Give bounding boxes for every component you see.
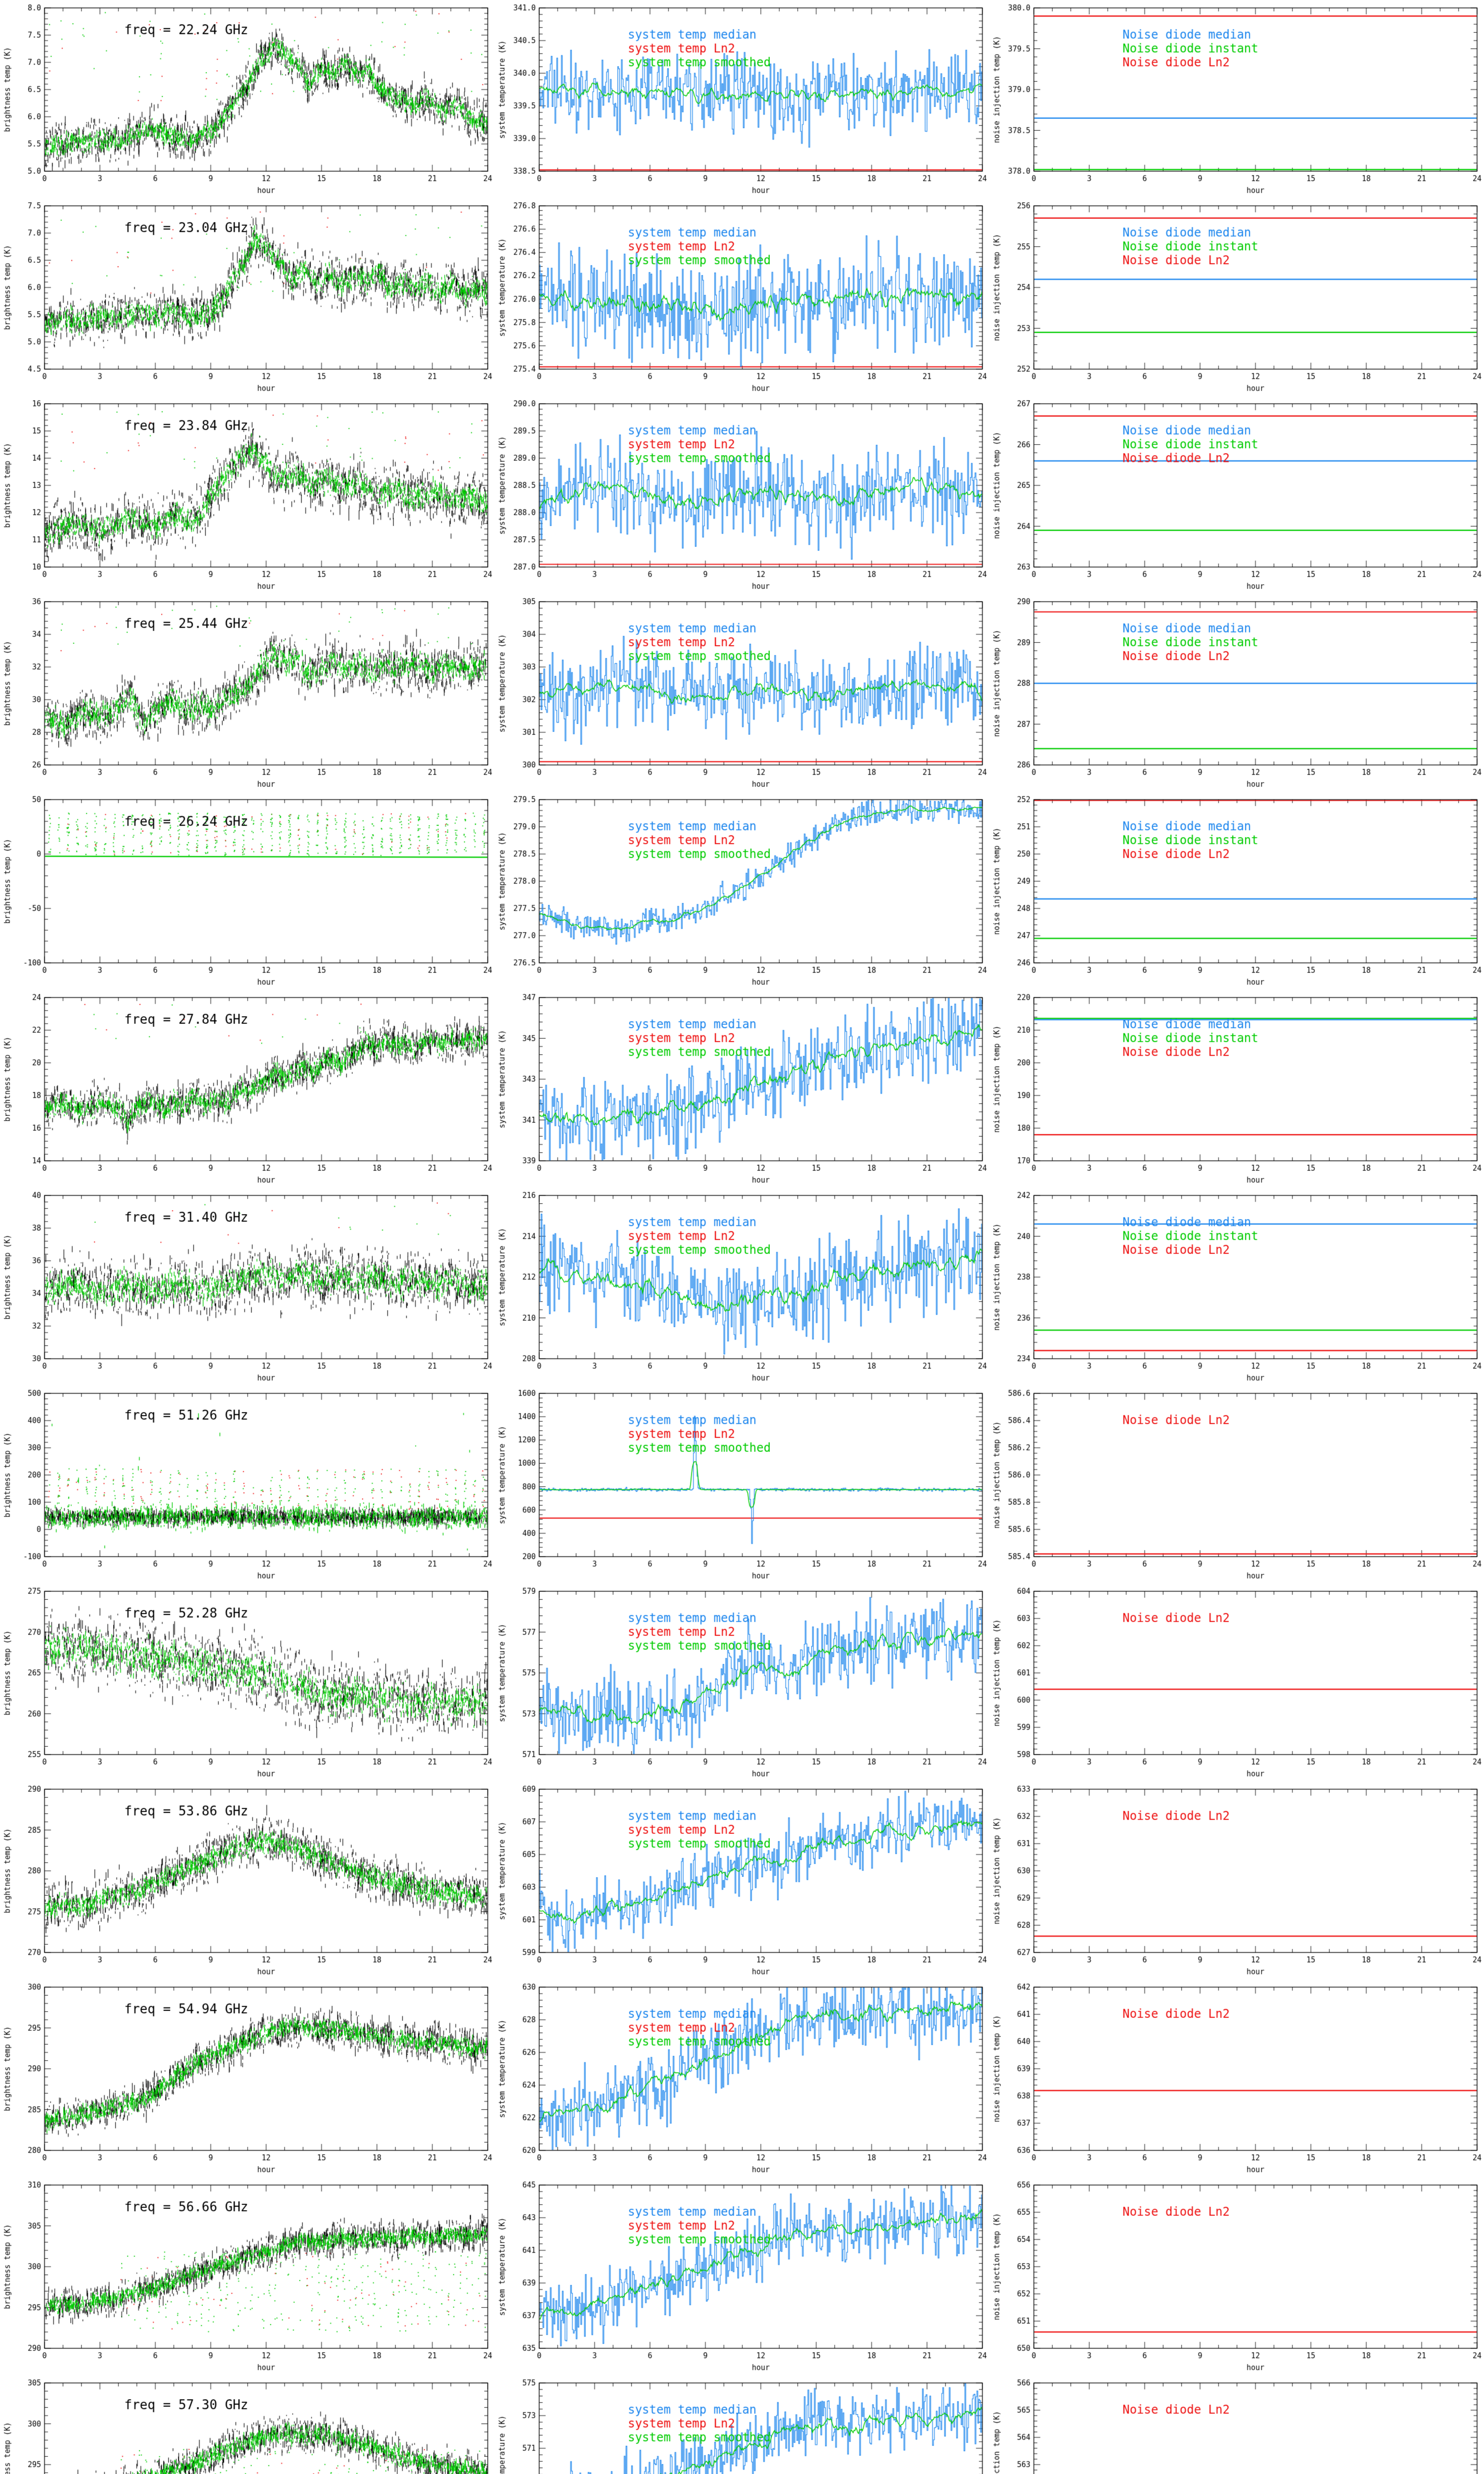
system-temp-plot-56.66GHz <box>495 2177 989 2375</box>
system-temp-plot-panel-23.84GHz <box>495 396 989 594</box>
noise-diode-plot-51.26GHz <box>989 1385 1484 1583</box>
noise-diode-plot-31.40GHz <box>989 1188 1484 1385</box>
system-temp-plot-26.24GHz <box>495 792 989 990</box>
noise-diode-plot-23.04GHz <box>989 198 1484 396</box>
system-temp-plot-panel-23.04GHz <box>495 198 989 396</box>
system-temp-plot-panel-54.94GHz <box>495 1979 989 2177</box>
plot-row-23.04GHz <box>0 198 1484 396</box>
system-temp-plot-53.86GHz <box>495 1781 989 1979</box>
system-temp-plot-23.04GHz <box>495 198 989 396</box>
plot-row-57.30GHz <box>0 2375 1484 2474</box>
system-temp-plot-panel-31.40GHz <box>495 1188 989 1385</box>
noise-diode-plot-panel-52.28GHz <box>989 1583 1484 1781</box>
brightness-temp-plot-panel-54.94GHz <box>0 1979 495 2177</box>
noise-diode-plot-panel-23.04GHz <box>989 198 1484 396</box>
brightness-temp-plot-panel-51.26GHz <box>0 1385 495 1583</box>
system-temp-plot-panel-51.26GHz <box>495 1385 989 1583</box>
noise-diode-plot-52.28GHz <box>989 1583 1484 1781</box>
system-temp-plot-23.84GHz <box>495 396 989 594</box>
system-temp-plot-panel-25.44GHz <box>495 594 989 792</box>
noise-diode-plot-panel-54.94GHz <box>989 1979 1484 2177</box>
noise-diode-plot-54.94GHz <box>989 1979 1484 2177</box>
noise-diode-plot-57.30GHz <box>989 2375 1484 2474</box>
brightness-temp-plot-panel-25.44GHz <box>0 594 495 792</box>
plot-row-25.44GHz <box>0 594 1484 792</box>
system-temp-plot-panel-56.66GHz <box>495 2177 989 2375</box>
noise-diode-plot-panel-31.40GHz <box>989 1188 1484 1385</box>
brightness-temp-plot-panel-23.04GHz <box>0 198 495 396</box>
system-temp-plot-panel-27.84GHz <box>495 990 989 1188</box>
plot-row-52.28GHz <box>0 1583 1484 1781</box>
brightness-temp-plot-panel-22.24GHz <box>0 0 495 198</box>
plot-row-51.26GHz <box>0 1385 1484 1583</box>
brightness-temp-plot-26.24GHz <box>0 792 495 990</box>
plot-row-22.24GHz <box>0 0 1484 198</box>
noise-diode-plot-27.84GHz <box>989 990 1484 1188</box>
system-temp-plot-panel-52.28GHz <box>495 1583 989 1781</box>
noise-diode-plot-panel-23.84GHz <box>989 396 1484 594</box>
brightness-temp-plot-23.84GHz <box>0 396 495 594</box>
system-temp-plot-panel-53.86GHz <box>495 1781 989 1979</box>
system-temp-plot-panel-57.30GHz <box>495 2375 989 2474</box>
brightness-temp-plot-panel-56.66GHz <box>0 2177 495 2375</box>
noise-diode-plot-56.66GHz <box>989 2177 1484 2375</box>
brightness-temp-plot-25.44GHz <box>0 594 495 792</box>
noise-diode-plot-23.84GHz <box>989 396 1484 594</box>
noise-diode-plot-53.86GHz <box>989 1781 1484 1979</box>
noise-diode-plot-22.24GHz <box>989 0 1484 198</box>
system-temp-plot-panel-26.24GHz <box>495 792 989 990</box>
brightness-temp-plot-31.40GHz <box>0 1188 495 1385</box>
brightness-temp-plot-panel-53.86GHz <box>0 1781 495 1979</box>
system-temp-plot-54.94GHz <box>495 1979 989 2177</box>
brightness-temp-plot-panel-23.84GHz <box>0 396 495 594</box>
brightness-temp-plot-27.84GHz <box>0 990 495 1188</box>
brightness-temp-plot-51.26GHz <box>0 1385 495 1583</box>
plot-row-56.66GHz <box>0 2177 1484 2375</box>
brightness-temp-plot-23.04GHz <box>0 198 495 396</box>
brightness-temp-plot-56.66GHz <box>0 2177 495 2375</box>
noise-diode-plot-panel-53.86GHz <box>989 1781 1484 1979</box>
brightness-temp-plot-panel-52.28GHz <box>0 1583 495 1781</box>
noise-diode-plot-panel-56.66GHz <box>989 2177 1484 2375</box>
noise-diode-plot-panel-22.24GHz <box>989 0 1484 198</box>
noise-diode-plot-26.24GHz <box>989 792 1484 990</box>
plot-row-26.24GHz <box>0 792 1484 990</box>
noise-diode-plot-panel-27.84GHz <box>989 990 1484 1188</box>
system-temp-plot-51.26GHz <box>495 1385 989 1583</box>
brightness-temp-plot-57.30GHz <box>0 2375 495 2474</box>
system-temp-plot-31.40GHz <box>495 1188 989 1385</box>
plot-row-31.40GHz <box>0 1188 1484 1385</box>
brightness-temp-plot-22.24GHz <box>0 0 495 198</box>
brightness-temp-plot-54.94GHz <box>0 1979 495 2177</box>
system-temp-plot-22.24GHz <box>495 0 989 198</box>
system-temp-plot-25.44GHz <box>495 594 989 792</box>
noise-diode-plot-25.44GHz <box>989 594 1484 792</box>
noise-diode-plot-panel-25.44GHz <box>989 594 1484 792</box>
plot-row-53.86GHz <box>0 1781 1484 1979</box>
system-temp-plot-52.28GHz <box>495 1583 989 1781</box>
brightness-temp-plot-53.86GHz <box>0 1781 495 1979</box>
system-temp-plot-27.84GHz <box>495 990 989 1188</box>
system-temp-plot-57.30GHz <box>495 2375 989 2474</box>
brightness-temp-plot-panel-27.84GHz <box>0 990 495 1188</box>
noise-diode-plot-panel-51.26GHz <box>989 1385 1484 1583</box>
noise-diode-plot-panel-57.30GHz <box>989 2375 1484 2474</box>
brightness-temp-plot-panel-26.24GHz <box>0 792 495 990</box>
brightness-temp-plot-panel-31.40GHz <box>0 1188 495 1385</box>
plot-row-27.84GHz <box>0 990 1484 1188</box>
plot-row-23.84GHz <box>0 396 1484 594</box>
plot-row-54.94GHz <box>0 1979 1484 2177</box>
system-temp-plot-panel-22.24GHz <box>495 0 989 198</box>
noise-diode-plot-panel-26.24GHz <box>989 792 1484 990</box>
brightness-temp-plot-panel-57.30GHz <box>0 2375 495 2474</box>
brightness-temp-plot-52.28GHz <box>0 1583 495 1781</box>
